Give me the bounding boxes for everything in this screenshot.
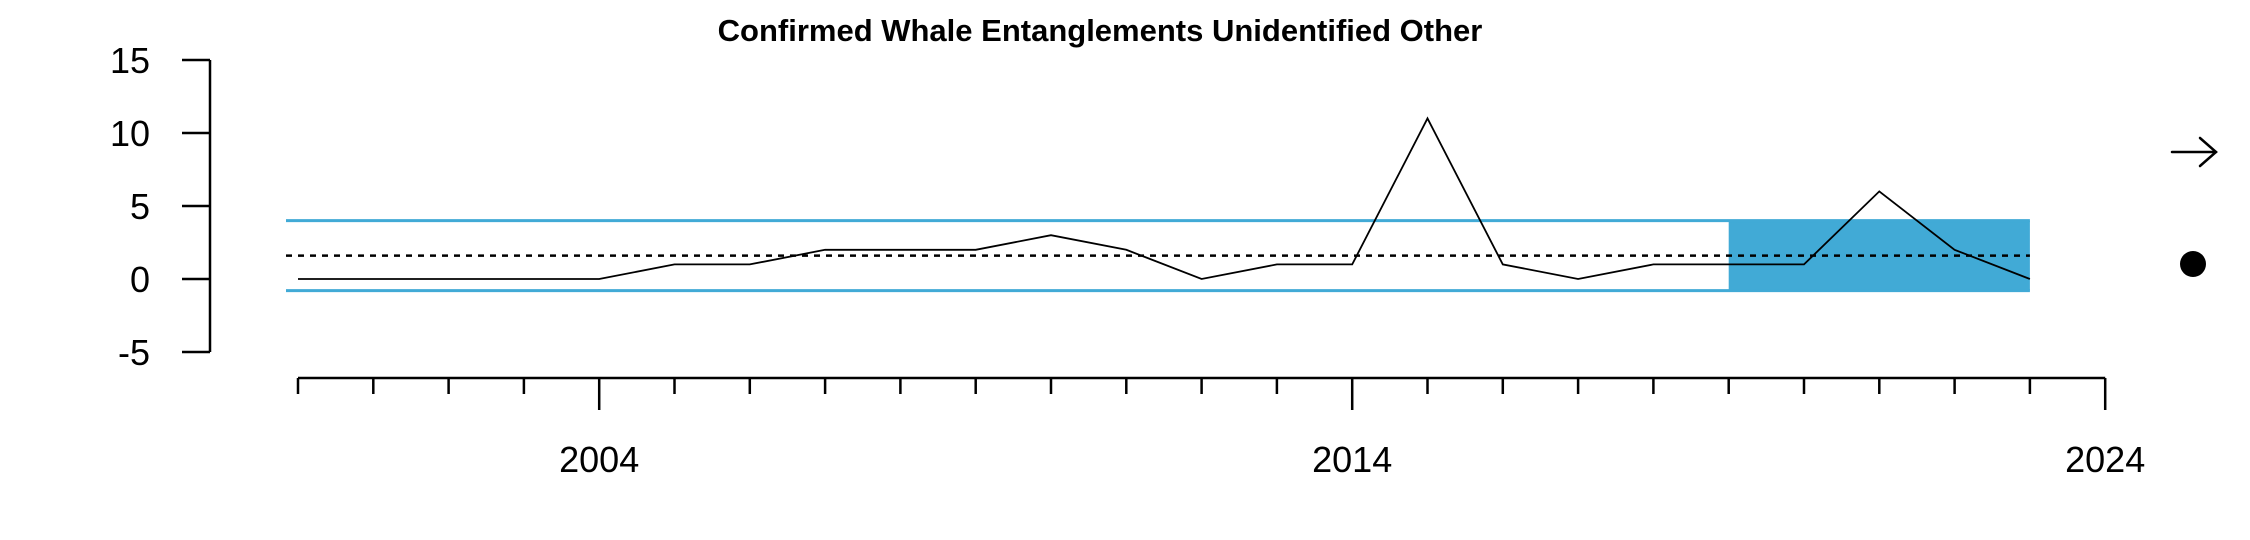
mean-indicator-dot-icon bbox=[2180, 251, 2206, 277]
y-tick-label: 0 bbox=[130, 259, 150, 300]
y-tick-label: 10 bbox=[110, 113, 150, 154]
y-tick-label: 15 bbox=[110, 40, 150, 81]
series-line bbox=[298, 116, 2031, 280]
recent-window-band bbox=[1728, 220, 2030, 291]
x-tick-label: 2014 bbox=[1312, 439, 1392, 480]
y-tick-label: 5 bbox=[130, 186, 150, 227]
x-tick-label: 2004 bbox=[559, 439, 639, 480]
chart-title: Confirmed Whale Entanglements Unidentifi… bbox=[718, 13, 1483, 48]
y-tick-label: -5 bbox=[118, 332, 150, 373]
x-tick-label: 2024 bbox=[2065, 439, 2145, 480]
trend-arrow-icon bbox=[2170, 136, 2218, 168]
